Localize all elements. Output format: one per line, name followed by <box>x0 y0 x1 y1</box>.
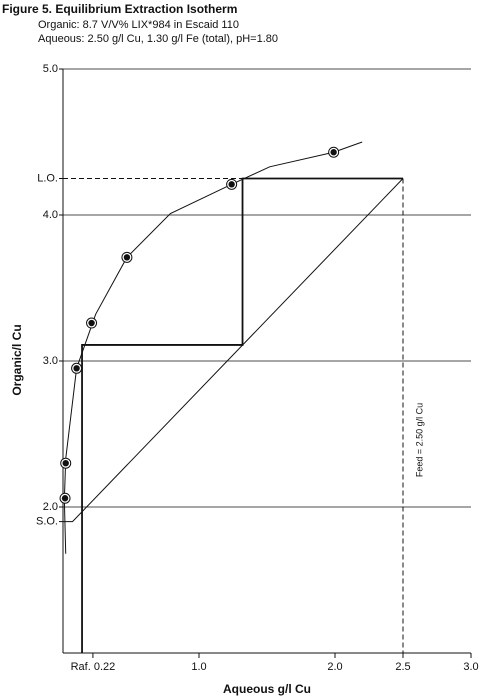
data-point-core <box>330 149 337 156</box>
data-point-core <box>61 495 69 502</box>
y-tick-label: 4.0 <box>43 209 58 221</box>
isotherm-curve <box>63 141 363 554</box>
x-axis-label: Aqueous g/l Cu <box>223 682 311 696</box>
y-tick-label: L.O. <box>37 172 58 184</box>
x-tick-label: Raf. 0.22 <box>71 661 116 673</box>
data-point-core <box>73 365 80 372</box>
data-point-core <box>62 460 69 467</box>
y-tick-label: 3.0 <box>43 355 58 367</box>
stage-steps <box>81 177 403 653</box>
data-point-core <box>88 319 95 327</box>
data-point-core <box>123 254 131 261</box>
x-tick-label: 3.0 <box>463 661 478 673</box>
y-axis-label: Organic/l Cu <box>10 324 24 395</box>
x-tick-label: 2.0 <box>327 661 342 673</box>
annotation: Feed = 2.50 g/l Cu <box>414 403 424 477</box>
operating-line <box>63 178 404 523</box>
data-point-core <box>228 181 235 188</box>
y-tick-label: S.O. <box>36 516 58 528</box>
y-tick-label: 5.0 <box>43 63 58 75</box>
subtitle: Organic: 8.7 V/V% LIX*984 in Escaid 110 <box>38 19 239 31</box>
subtitle: Aqueous: 2.50 g/l Cu, 1.30 g/l Fe (total… <box>38 33 278 45</box>
y-tick-label: 2.0 <box>43 501 58 513</box>
x-tick-label: 2.5 <box>395 661 410 673</box>
x-tick-label: 1.0 <box>191 661 206 673</box>
chart-title: Figure 5. Equilibrium Extraction Isother… <box>2 2 237 16</box>
